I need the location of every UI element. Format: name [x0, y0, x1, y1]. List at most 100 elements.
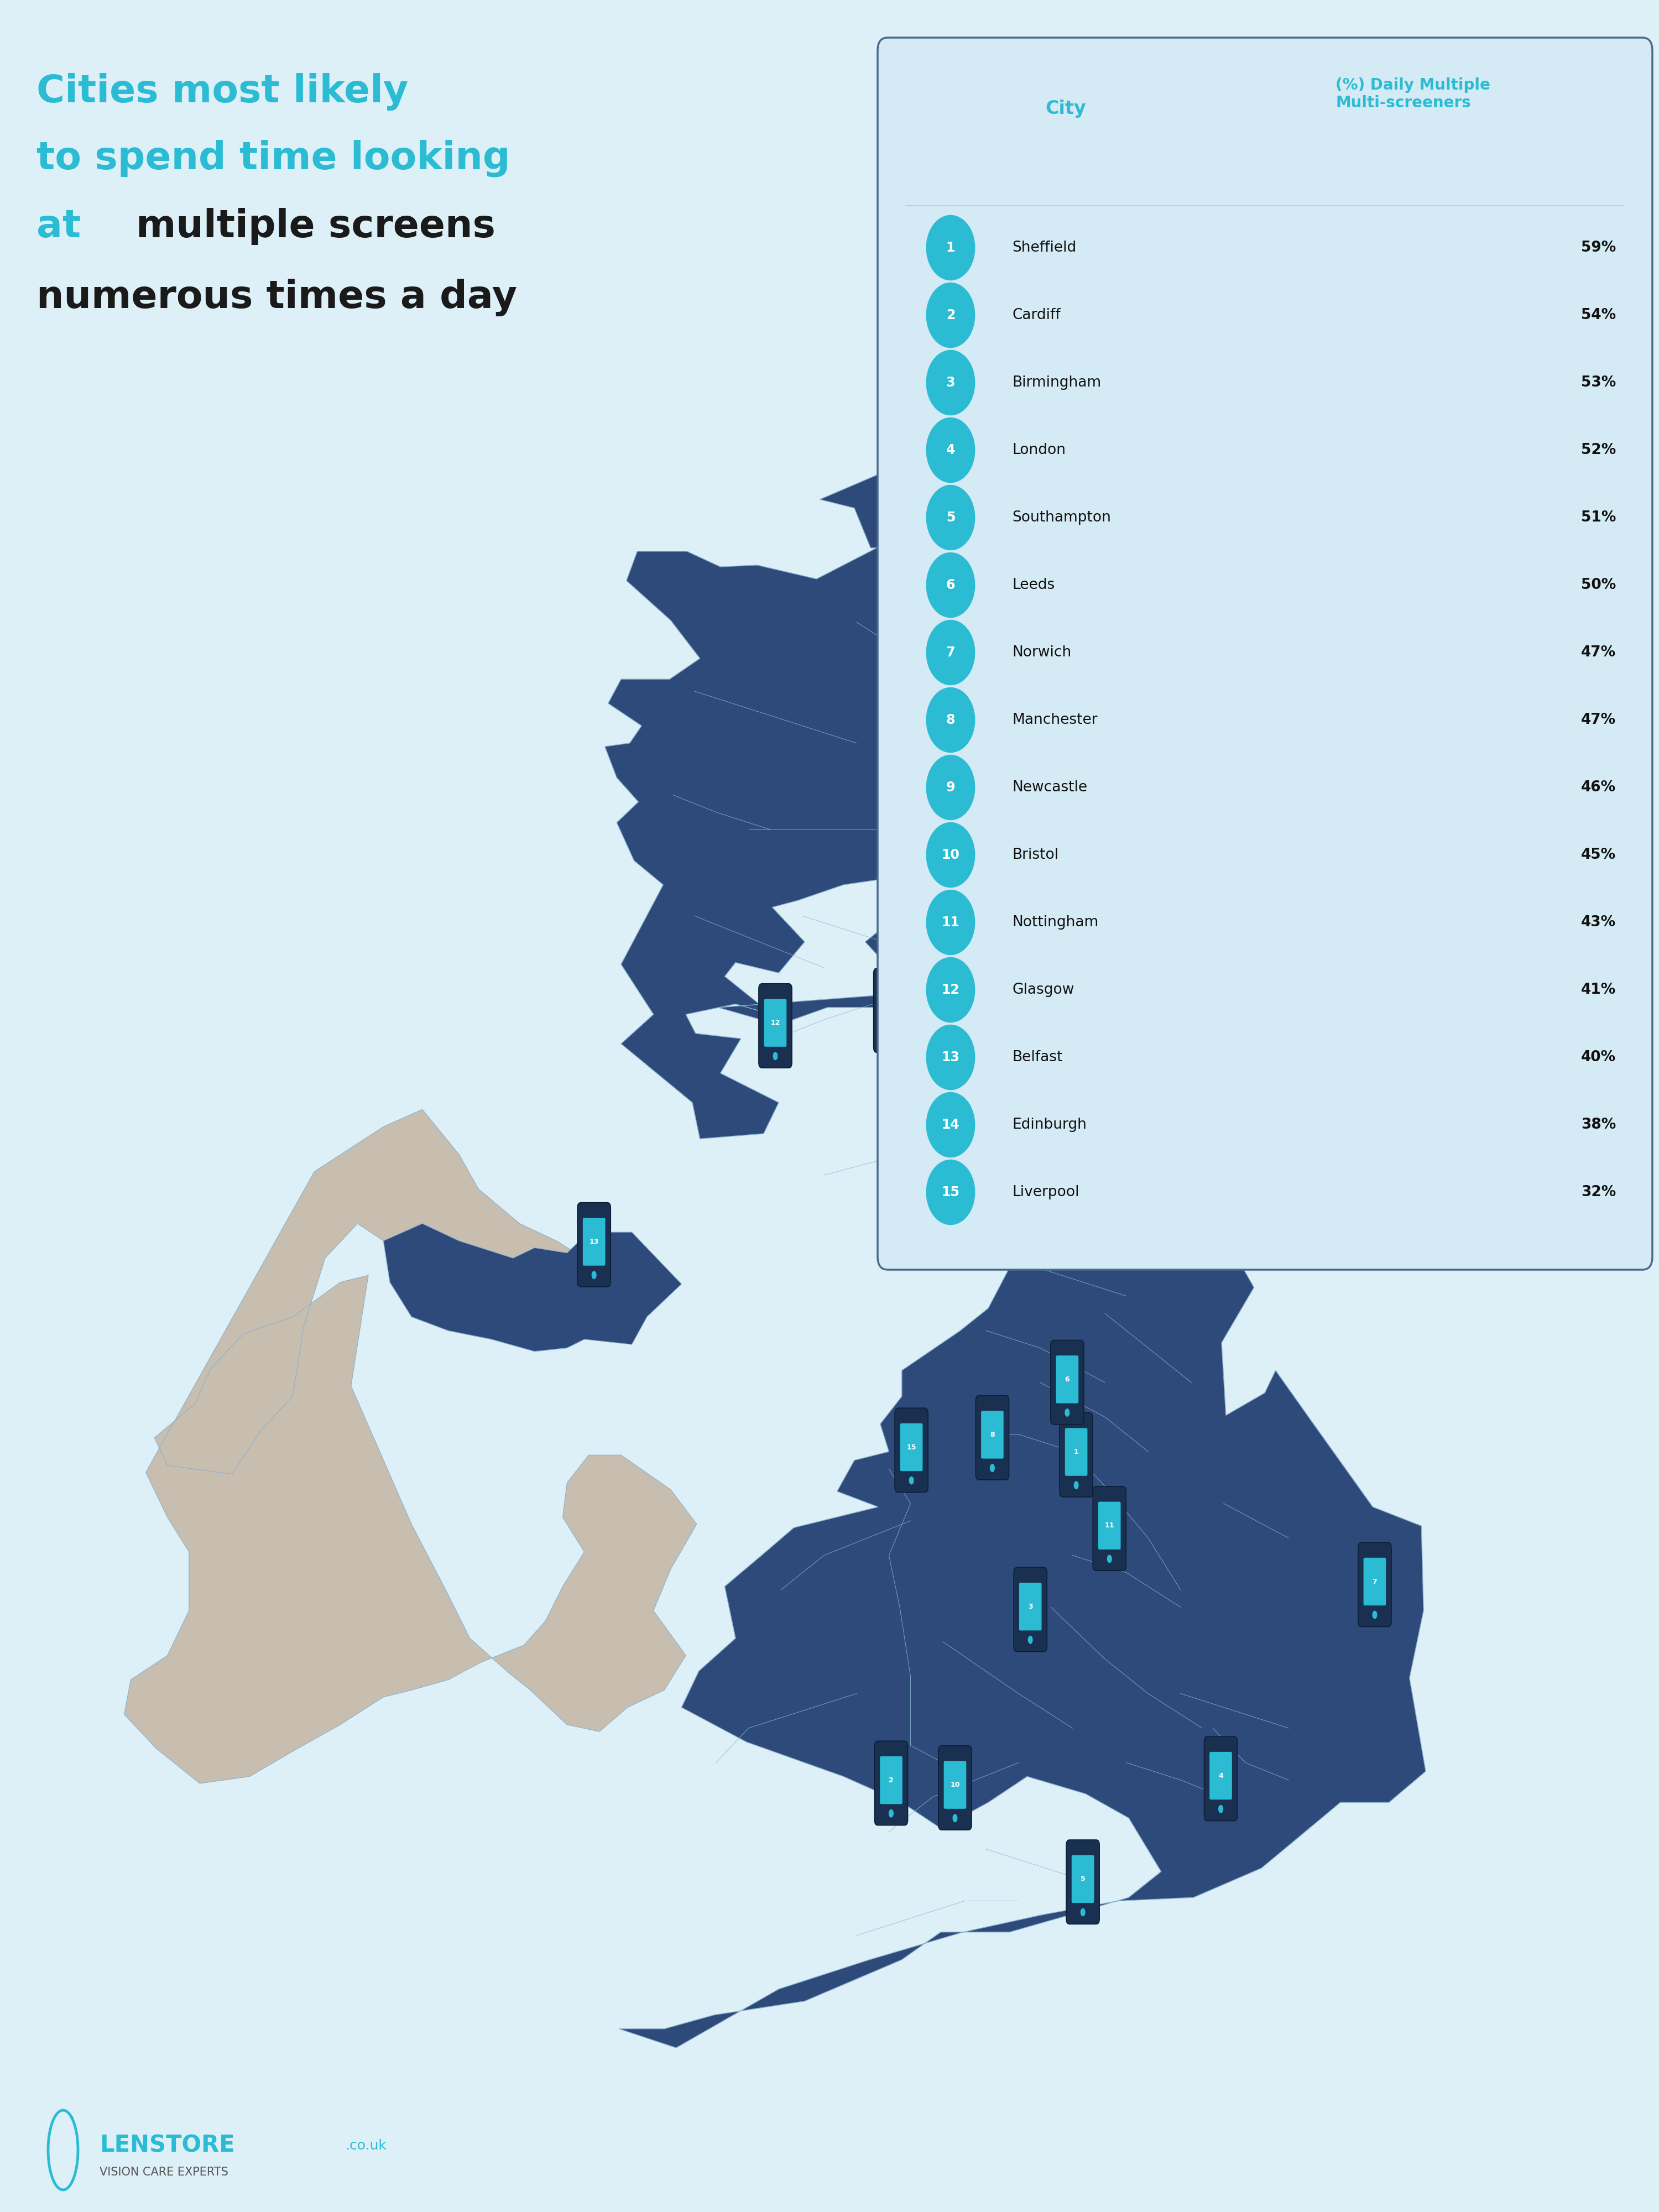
Text: 7: 7 — [946, 646, 956, 659]
FancyBboxPatch shape — [1050, 1340, 1083, 1425]
Text: Nottingham: Nottingham — [1012, 916, 1098, 929]
Text: 2: 2 — [889, 1776, 894, 1783]
Text: .co.uk: .co.uk — [345, 2139, 387, 2152]
FancyBboxPatch shape — [1209, 1752, 1233, 1801]
Text: 5: 5 — [1080, 1876, 1085, 1882]
Circle shape — [1065, 1409, 1070, 1418]
FancyBboxPatch shape — [1204, 1736, 1238, 1820]
FancyBboxPatch shape — [939, 1745, 972, 1829]
Text: 11: 11 — [1105, 1522, 1115, 1528]
Text: 53%: 53% — [1581, 376, 1616, 389]
Text: at: at — [36, 208, 95, 246]
Text: 41%: 41% — [1581, 982, 1616, 998]
Text: to spend time looking: to spend time looking — [36, 139, 511, 177]
Text: 5: 5 — [946, 511, 956, 524]
Text: 14: 14 — [942, 1117, 959, 1130]
FancyBboxPatch shape — [1098, 1502, 1121, 1548]
FancyBboxPatch shape — [944, 1761, 966, 1809]
Text: 47%: 47% — [1581, 646, 1616, 659]
Text: 54%: 54% — [1581, 307, 1616, 323]
Circle shape — [773, 1051, 778, 1060]
Text: Birmingham: Birmingham — [1012, 376, 1102, 389]
Text: 13: 13 — [942, 1051, 959, 1064]
Text: 52%: 52% — [1581, 442, 1616, 458]
Text: 4: 4 — [1218, 1772, 1223, 1778]
FancyBboxPatch shape — [879, 984, 901, 1031]
Text: 38%: 38% — [1581, 1117, 1616, 1133]
FancyBboxPatch shape — [879, 1756, 902, 1805]
FancyBboxPatch shape — [1067, 1840, 1100, 1924]
Text: 8: 8 — [946, 712, 956, 726]
Text: 9: 9 — [946, 781, 956, 794]
Circle shape — [1057, 1206, 1062, 1214]
Text: 13: 13 — [589, 1239, 599, 1245]
Text: Liverpool: Liverpool — [1012, 1186, 1078, 1199]
FancyBboxPatch shape — [975, 1396, 1009, 1480]
FancyBboxPatch shape — [765, 1000, 786, 1046]
FancyBboxPatch shape — [758, 984, 791, 1068]
Polygon shape — [383, 1223, 682, 1352]
FancyBboxPatch shape — [1019, 1584, 1042, 1630]
Text: 6: 6 — [1065, 1376, 1070, 1383]
Text: 3: 3 — [1029, 1604, 1034, 1610]
Text: VISION CARE EXPERTS: VISION CARE EXPERTS — [100, 2168, 229, 2177]
Text: 3: 3 — [946, 376, 956, 389]
Text: City: City — [1045, 100, 1087, 117]
Circle shape — [1073, 1480, 1078, 1489]
Circle shape — [1218, 1805, 1223, 1814]
Text: Norwich: Norwich — [1012, 646, 1072, 659]
Text: 40%: 40% — [1581, 1051, 1616, 1064]
Circle shape — [990, 1464, 995, 1473]
FancyBboxPatch shape — [1044, 1137, 1077, 1221]
Text: 45%: 45% — [1581, 847, 1616, 863]
Text: Manchester: Manchester — [1012, 712, 1098, 728]
Text: 32%: 32% — [1581, 1186, 1616, 1199]
FancyBboxPatch shape — [1048, 1152, 1072, 1199]
FancyBboxPatch shape — [1065, 1429, 1087, 1475]
Text: 46%: 46% — [1581, 781, 1616, 794]
Text: 8: 8 — [990, 1431, 995, 1438]
Text: 4: 4 — [946, 442, 956, 458]
Text: Leeds: Leeds — [1012, 577, 1055, 593]
Circle shape — [888, 1037, 893, 1044]
Text: 12: 12 — [942, 982, 959, 995]
Text: 1: 1 — [1073, 1449, 1078, 1455]
Text: Belfast: Belfast — [1012, 1051, 1062, 1064]
Text: 43%: 43% — [1581, 916, 1616, 929]
Circle shape — [952, 1814, 957, 1823]
FancyBboxPatch shape — [874, 1741, 907, 1825]
FancyBboxPatch shape — [1057, 1356, 1078, 1402]
Text: 14: 14 — [886, 1004, 894, 1011]
Circle shape — [1107, 1555, 1112, 1564]
Text: 51%: 51% — [1581, 511, 1616, 524]
FancyBboxPatch shape — [577, 1203, 611, 1287]
FancyBboxPatch shape — [874, 969, 907, 1053]
Polygon shape — [124, 1110, 697, 1783]
Text: Edinburgh: Edinburgh — [1012, 1117, 1087, 1133]
FancyBboxPatch shape — [1072, 1856, 1093, 1902]
Text: 59%: 59% — [1581, 241, 1616, 254]
Text: Sheffield: Sheffield — [1012, 241, 1077, 254]
FancyBboxPatch shape — [980, 1411, 1004, 1458]
Text: LENSTORE: LENSTORE — [100, 2135, 236, 2157]
Text: 15: 15 — [942, 1186, 959, 1199]
Circle shape — [591, 1270, 597, 1279]
Circle shape — [1372, 1610, 1377, 1619]
Text: Glasgow: Glasgow — [1012, 982, 1073, 998]
Circle shape — [889, 1809, 894, 1818]
FancyBboxPatch shape — [582, 1219, 606, 1265]
Text: 11: 11 — [942, 916, 959, 929]
FancyBboxPatch shape — [894, 1409, 927, 1493]
Text: numerous times a day: numerous times a day — [36, 279, 518, 316]
Text: 7: 7 — [1372, 1577, 1377, 1586]
Text: Newcastle: Newcastle — [1012, 781, 1087, 794]
Text: 9: 9 — [1057, 1172, 1062, 1179]
Text: Bristol: Bristol — [1012, 847, 1058, 863]
Text: London: London — [1012, 442, 1065, 458]
Text: 50%: 50% — [1581, 577, 1616, 593]
Text: 1: 1 — [946, 241, 956, 254]
Text: 10: 10 — [951, 1781, 961, 1790]
Text: 47%: 47% — [1581, 712, 1616, 728]
Circle shape — [909, 1475, 914, 1484]
FancyBboxPatch shape — [1014, 1568, 1047, 1652]
